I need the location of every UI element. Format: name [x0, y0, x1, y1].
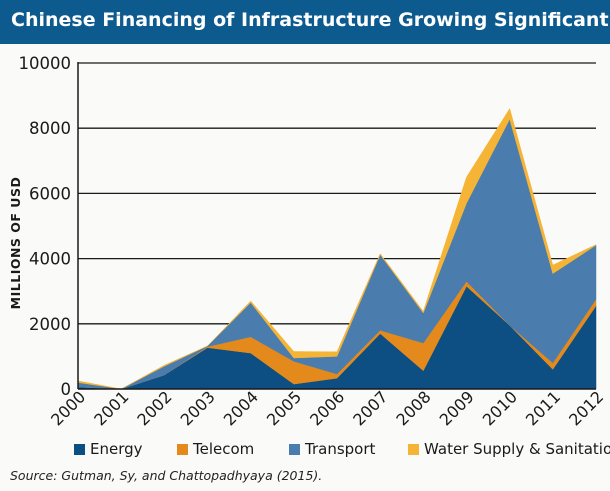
x-tick-label-2003: 2003	[177, 387, 219, 429]
y-axis-label-group: MILLIONS OF USD	[8, 177, 23, 310]
x-tick-label-2008: 2008	[392, 387, 434, 429]
source-note: Source: Gutman, Sy, and Chattopadhyaya (…	[10, 468, 323, 483]
x-tick-label-2009: 2009	[436, 387, 478, 429]
y-tick-label-8000: 8000	[29, 119, 71, 138]
y-tick-label-2000: 2000	[29, 315, 71, 334]
legend: Energy Telecom Transport Water Supply & San…	[74, 440, 610, 458]
legend-label-telecom: Telecom	[192, 440, 254, 458]
axes	[77, 62, 596, 390]
x-tick-label-2007: 2007	[349, 387, 391, 429]
y-axis-label: MILLIONS OF USD	[8, 177, 23, 310]
x-tick-label-2005: 2005	[263, 387, 305, 429]
header-bar: Chinese Financing of Infrastructure Grow…	[0, 0, 610, 44]
series-area-water-supply-sanitation	[77, 107, 597, 390]
legend-swatch-energy	[74, 444, 85, 455]
x-tick-label-2002: 2002	[133, 387, 175, 429]
y-tick-label-6000: 6000	[29, 184, 71, 203]
x-tick-label-2011: 2011	[522, 387, 564, 429]
legend-swatch-water-supply-sanitation	[408, 444, 419, 455]
legend-swatch-telecom	[177, 444, 188, 455]
x-tick-label-2006: 2006	[306, 387, 348, 429]
chart-title: Chinese Financing of Infrastructure Grow…	[11, 9, 610, 31]
legend-label-energy: Energy	[90, 440, 143, 458]
x-tick-label-2004: 2004	[220, 387, 262, 429]
y-tick-label-0: 0	[61, 380, 72, 399]
x-tick-label-2012: 2012	[565, 387, 607, 429]
legend-swatch-transport	[289, 444, 300, 455]
legend-label-water-supply-sanitation: Water Supply & Sanitation	[424, 440, 610, 458]
x-tick-label-2000: 2000	[47, 387, 89, 429]
y-tick-label-4000: 4000	[29, 250, 71, 269]
legend-label-transport: Transport	[304, 440, 376, 458]
y-tick-label-10000: 10000	[19, 54, 72, 73]
area-series	[77, 107, 597, 390]
x-tick-labels: 2000 2001 2002 2003 2004 2005 2006 2007 2008 2009…	[47, 387, 607, 429]
x-tick-label-2001: 2001	[90, 387, 132, 429]
y-tick-labels: 0 2000 4000 6000 8000 10000	[19, 54, 72, 399]
x-tick-label-2010: 2010	[479, 387, 521, 429]
